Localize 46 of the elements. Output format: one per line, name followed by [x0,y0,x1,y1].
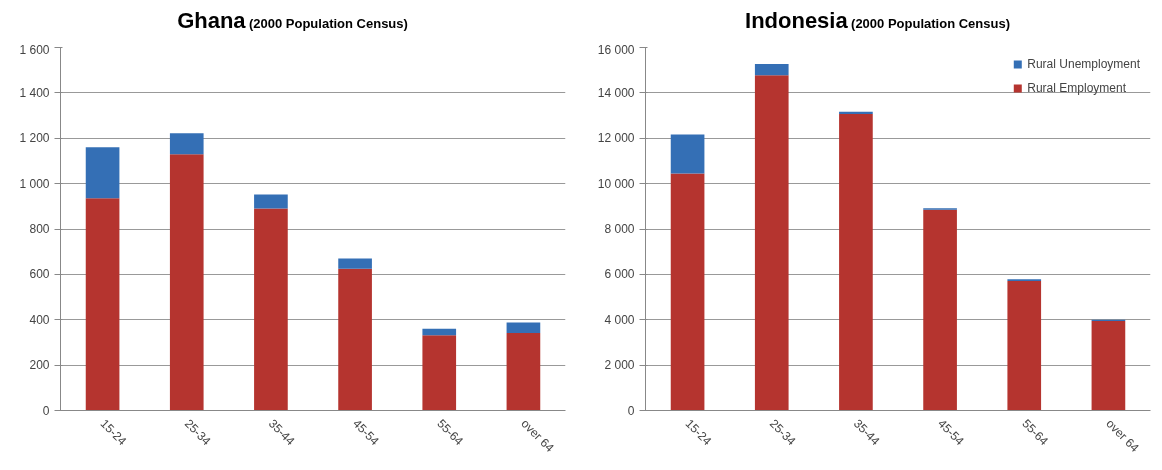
y-tick-label: 14 000 [597,85,635,100]
bar [422,328,457,336]
bar [923,209,957,411]
y-tick-label: 16 000 [597,42,635,57]
x-tick-label: over 64 [1103,416,1142,455]
chart-subtitle: (2000 Population Census) [851,16,1010,31]
y-tick-label: 1 000 [19,176,50,191]
bar [754,64,789,76]
bar [422,335,457,411]
y-tick-label: 8 000 [604,222,635,236]
bar [254,208,288,411]
bar [506,332,541,411]
y-tick-label: 600 [29,267,50,282]
bar [670,173,705,411]
bar [85,198,120,411]
y-tick-label: 6 000 [604,267,635,282]
chart-title: Ghana [177,8,246,33]
y-tick-label: 800 [29,222,50,236]
y-tick-label: 0 [627,403,635,418]
y-tick-label: 4 000 [604,312,635,327]
y-tick-label: 2 000 [604,358,635,373]
bar [169,154,204,411]
bar [754,75,789,411]
chart-title: Indonesia [745,8,848,33]
bar [338,268,372,411]
y-tick-label: 12 000 [597,131,635,146]
y-tick-label: 1 600 [19,42,50,57]
bar [1007,280,1042,411]
bar [1091,321,1126,411]
legend-label: Rural Employment [1027,81,1126,95]
y-tick-label: 0 [42,403,50,418]
bar [338,258,372,269]
bar [254,194,288,209]
y-tick-label: 1 400 [19,85,50,100]
bar [839,113,873,411]
x-tick-label: over 64 [518,416,557,455]
y-tick-label: 400 [29,312,50,327]
bar [506,322,541,333]
y-tick-label: 1 200 [19,131,50,146]
legend-label: Rural Unemployment [1027,57,1140,71]
y-tick-label: 10 000 [597,176,635,191]
bar [85,147,120,199]
chart-subtitle: (2000 Population Census) [248,16,408,31]
bar [670,134,705,174]
y-tick-label: 200 [29,358,50,373]
bar [169,133,204,155]
